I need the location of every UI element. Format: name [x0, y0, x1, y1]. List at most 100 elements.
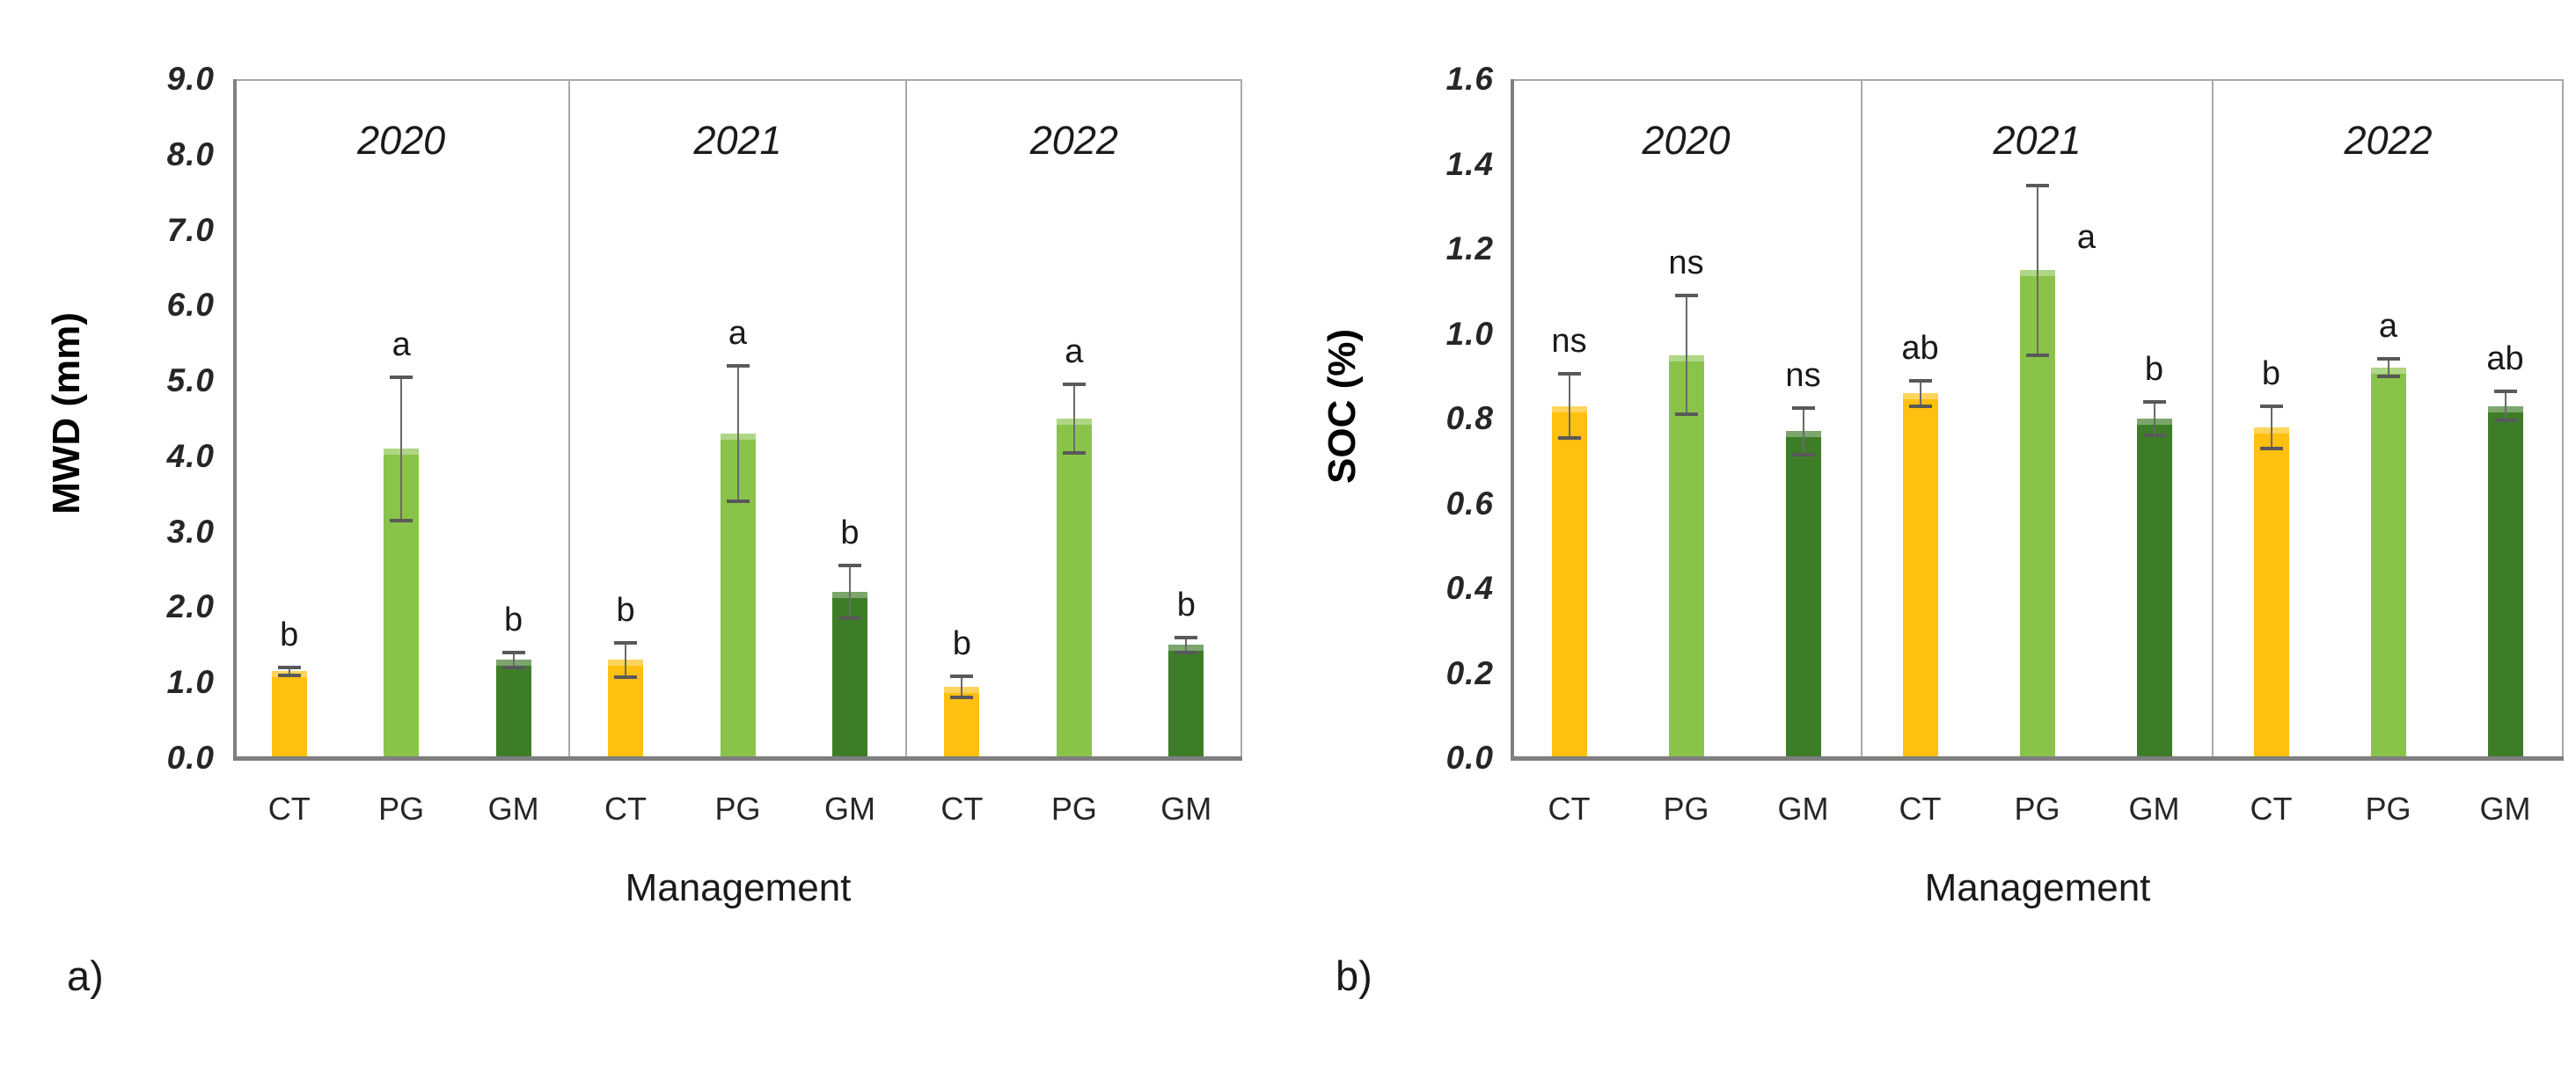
error-bar-cap-bottom [2376, 374, 2400, 378]
x-axis-title-soc: Management [1924, 866, 2151, 909]
error-bar-line [736, 365, 739, 502]
error-bar-cap-bottom [838, 616, 861, 621]
y-axis-line [233, 79, 237, 758]
panel-year-label: 2021 [1993, 118, 2082, 163]
error-bar-cap-top [1908, 378, 1932, 383]
error-bar-cap-top [838, 564, 861, 568]
error-bar-line [1802, 407, 1804, 455]
x-axis-line [233, 756, 1242, 761]
error-bar-cap-top [950, 674, 974, 678]
error-bar-line [2270, 405, 2272, 449]
error-bar-line [2504, 390, 2506, 421]
x-category-label: GM [2128, 791, 2180, 827]
error-bar-cap-top [1557, 372, 1581, 376]
error-bar-line [625, 642, 627, 678]
bar-gm-2022 [1168, 645, 1204, 758]
error-bar-line [288, 667, 290, 675]
error-bar-cap-bottom [2025, 353, 2049, 357]
y-tick-label: 0.0 [1445, 740, 1494, 776]
x-category-label: CT [604, 791, 648, 827]
error-bar-line [848, 565, 851, 619]
error-bar-cap-top [2259, 404, 2283, 408]
error-bar-cap-top [1062, 383, 1086, 387]
subfigure-label-a: a) [67, 952, 104, 999]
x-axis-line [1511, 756, 2564, 761]
significance-letter: b [1176, 586, 1196, 624]
error-bar-line [1185, 637, 1188, 653]
significance-letter: b [616, 591, 635, 629]
error-bar-cap-top [2025, 183, 2049, 187]
y-tick-label: 0.2 [1445, 654, 1494, 691]
error-bar-cap-top [2376, 357, 2400, 361]
y-tick-label: 1.0 [166, 664, 215, 701]
error-bar-cap-bottom [1791, 453, 1815, 456]
x-category-label: CT [267, 791, 311, 827]
x-category-label: CT [2250, 791, 2293, 827]
error-bar-cap-top [2493, 389, 2517, 393]
error-bar-cap-bottom [1557, 435, 1581, 440]
subfigure-label-b: b) [1336, 952, 1372, 999]
x-category-label: PG [1050, 791, 1097, 827]
y-tick-label: 0.6 [1445, 485, 1494, 522]
y-tick-label: 1.2 [1445, 230, 1494, 266]
bar-gm-2020 [495, 660, 531, 758]
error-bar-cap-bottom [277, 673, 301, 677]
significance-letter: ns [1668, 244, 1704, 282]
error-bar-cap-top [277, 666, 301, 670]
y-tick-label: 0.8 [1445, 400, 1494, 436]
plot-border-right [2562, 79, 2564, 758]
y-axis-title-mwd: MWD (mm) [45, 312, 88, 514]
significance-letter: ab [2486, 339, 2524, 377]
significance-letter: a [392, 325, 411, 363]
y-tick-label: 1.4 [1445, 145, 1494, 182]
significance-letter: b [2261, 354, 2281, 392]
x-category-label: PG [378, 791, 425, 827]
error-bar-cap-bottom [2142, 434, 2166, 438]
error-bar-line [1568, 374, 1570, 438]
y-tick-label: 2.0 [166, 588, 215, 625]
significance-letter: a [2378, 308, 2398, 346]
panel-year-label: 2020 [1642, 118, 1731, 163]
panel-year-label: 2022 [2344, 118, 2433, 163]
bar-pg-2022 [2370, 368, 2406, 758]
bar-gm-2020 [1785, 431, 1821, 758]
significance-letter: a [728, 314, 748, 352]
error-bar-cap-top [614, 640, 638, 645]
x-category-label: CT [1548, 791, 1591, 827]
significance-letter: ab [1901, 329, 1939, 367]
error-bar-cap-top [390, 375, 413, 379]
error-bar-line [2153, 401, 2155, 436]
error-bar-line [512, 652, 515, 668]
x-category-label: PG [2014, 791, 2060, 827]
panel-year-label: 2021 [693, 118, 782, 163]
y-tick-label: 4.0 [166, 437, 215, 474]
plot-border-top [233, 79, 1242, 81]
x-category-label: GM [1160, 791, 1212, 827]
y-axis-line [1511, 79, 1514, 758]
y-tick-label: 5.0 [166, 362, 215, 399]
significance-letter: b [280, 616, 299, 654]
error-bar-cap-top [1674, 294, 1698, 298]
significance-letter: a [1065, 333, 1084, 371]
x-category-label: GM [823, 791, 875, 827]
panel-divider [2212, 79, 2214, 758]
error-bar-cap-bottom [1908, 404, 1932, 408]
error-bar-cap-bottom [726, 500, 750, 504]
error-bar-line [400, 376, 403, 521]
y-tick-label: 1.6 [1445, 61, 1494, 97]
x-category-label: PG [714, 791, 761, 827]
bar-ct-2020 [1551, 405, 1587, 758]
y-axis-title-soc: SOC (%) [1321, 329, 1364, 484]
bar-pg-2022 [1056, 419, 1092, 758]
y-tick-label: 0.4 [1445, 570, 1494, 606]
panel-divider [1861, 79, 1862, 758]
panel-divider [904, 79, 907, 758]
x-category-label: PG [1663, 791, 1709, 827]
error-bar-cap-bottom [2259, 446, 2283, 450]
panel-year-label: 2020 [357, 118, 446, 163]
error-bar-cap-top [1175, 635, 1198, 639]
bar-pg-2020 [1668, 354, 1704, 758]
error-bar-cap-bottom [2493, 419, 2517, 423]
y-tick-label: 1.0 [1445, 315, 1494, 352]
y-tick-label: 3.0 [166, 513, 215, 550]
